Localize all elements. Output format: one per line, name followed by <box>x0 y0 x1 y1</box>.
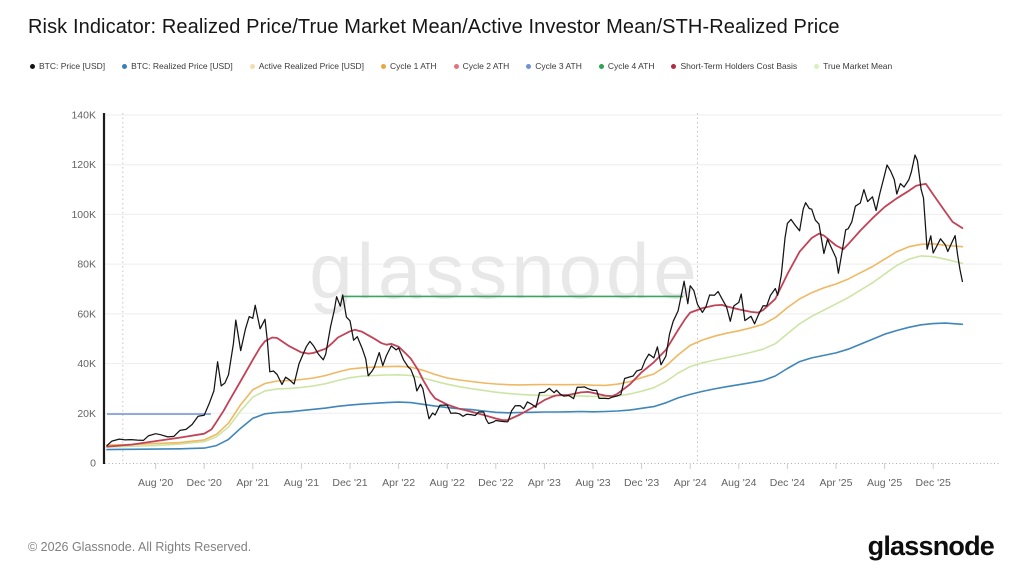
legend-dot <box>598 63 604 69</box>
legend-label: True Market Mean <box>823 61 893 71</box>
legend-dot <box>671 63 677 69</box>
copyright-text: © 2026 Glassnode. All Rights Reserved. <box>28 540 252 554</box>
legend-item-active-realized-price-usd[interactable]: Active Realized Price [USD] <box>249 61 365 71</box>
glassnode-logo: glassnode <box>867 531 995 561</box>
series-btc-realized-price-usd <box>106 322 964 451</box>
legend-dot <box>381 63 387 69</box>
legend-dot <box>249 63 255 69</box>
watermark-text: glassnode <box>309 227 701 315</box>
legend-item-cycle-1-ath[interactable]: Cycle 1 ATH <box>381 61 437 71</box>
legend-label: Short-Term Holders Cost Basis <box>680 61 798 71</box>
legend-dot <box>30 63 35 69</box>
x-axis-label: Apr '25 <box>820 477 853 489</box>
legend-item-cycle-2-ath[interactable]: Cycle 2 ATH <box>453 61 510 71</box>
legend-item-short-term-holders-cost-basis[interactable]: Short-Term Holders Cost Basis <box>671 61 797 71</box>
x-axis-label: Aug '24 <box>721 477 756 489</box>
y-axis-label: 20K <box>77 408 96 420</box>
legend-item-cycle-3-ath[interactable]: Cycle 3 ATH <box>526 61 582 71</box>
x-axis-label: Aug '23 <box>575 477 610 489</box>
legend-label: BTC: Price [USD] <box>39 61 106 71</box>
page-title: Risk Indicator: Realized Price/True Mark… <box>28 16 840 38</box>
x-axis-label: Aug '25 <box>867 477 902 489</box>
y-axis-label: 40K <box>77 358 96 370</box>
x-axis-label: Dec '23 <box>624 477 659 489</box>
legend-label: BTC: Realized Price [USD] <box>131 61 233 71</box>
legend-item-cycle-4-ath[interactable]: Cycle 4 ATH <box>598 61 655 71</box>
y-axis-label: 60K <box>77 308 96 320</box>
legend-item-btc-realized-price-usd[interactable]: BTC: Realized Price [USD] <box>122 61 233 71</box>
y-axis-label: 80K <box>77 259 96 271</box>
x-axis-label: Aug '20 <box>138 477 173 489</box>
x-axis-label: Dec '20 <box>187 477 222 489</box>
y-axis-label: 100K <box>71 209 96 221</box>
x-axis-label: Apr '23 <box>528 477 561 489</box>
x-axis-label: Apr '21 <box>236 477 269 489</box>
legend-dot <box>122 63 128 69</box>
legend-label: Cycle 3 ATH <box>535 61 582 71</box>
x-axis-label: Aug '22 <box>430 477 465 489</box>
x-axis-label: Dec '24 <box>770 477 805 489</box>
legend-dot <box>814 63 820 69</box>
legend-item-btc-price-usd[interactable]: BTC: Price [USD] <box>30 61 105 71</box>
series-short-term-holders-cost-basis <box>106 183 964 448</box>
x-axis-label: Dec '25 <box>916 477 951 489</box>
legend-dot <box>526 63 532 69</box>
y-axis-label: 140K <box>71 110 96 122</box>
legend-label: Cycle 1 ATH <box>390 61 437 71</box>
legend-label: Active Realized Price [USD] <box>258 61 365 71</box>
legend-label: Cycle 2 ATH <box>462 61 510 71</box>
x-axis-label: Dec '21 <box>332 477 367 489</box>
x-axis-label: Aug '21 <box>284 477 319 489</box>
y-axis-label: 120K <box>71 159 96 171</box>
x-axis-label: Dec '22 <box>478 477 513 489</box>
legend-dot <box>453 63 459 69</box>
legend-label: Cycle 4 ATH <box>607 61 655 71</box>
chart-legend: BTC: Price [USD] BTC: Realized Price [USD… <box>30 61 892 71</box>
series-btc-price-usd <box>106 154 964 447</box>
legend-item-true-market-mean[interactable]: True Market Mean <box>814 61 892 71</box>
x-axis-label: Apr '22 <box>382 477 415 489</box>
y-axis-label: 0 <box>90 458 96 470</box>
x-axis-label: Apr '24 <box>674 477 707 489</box>
